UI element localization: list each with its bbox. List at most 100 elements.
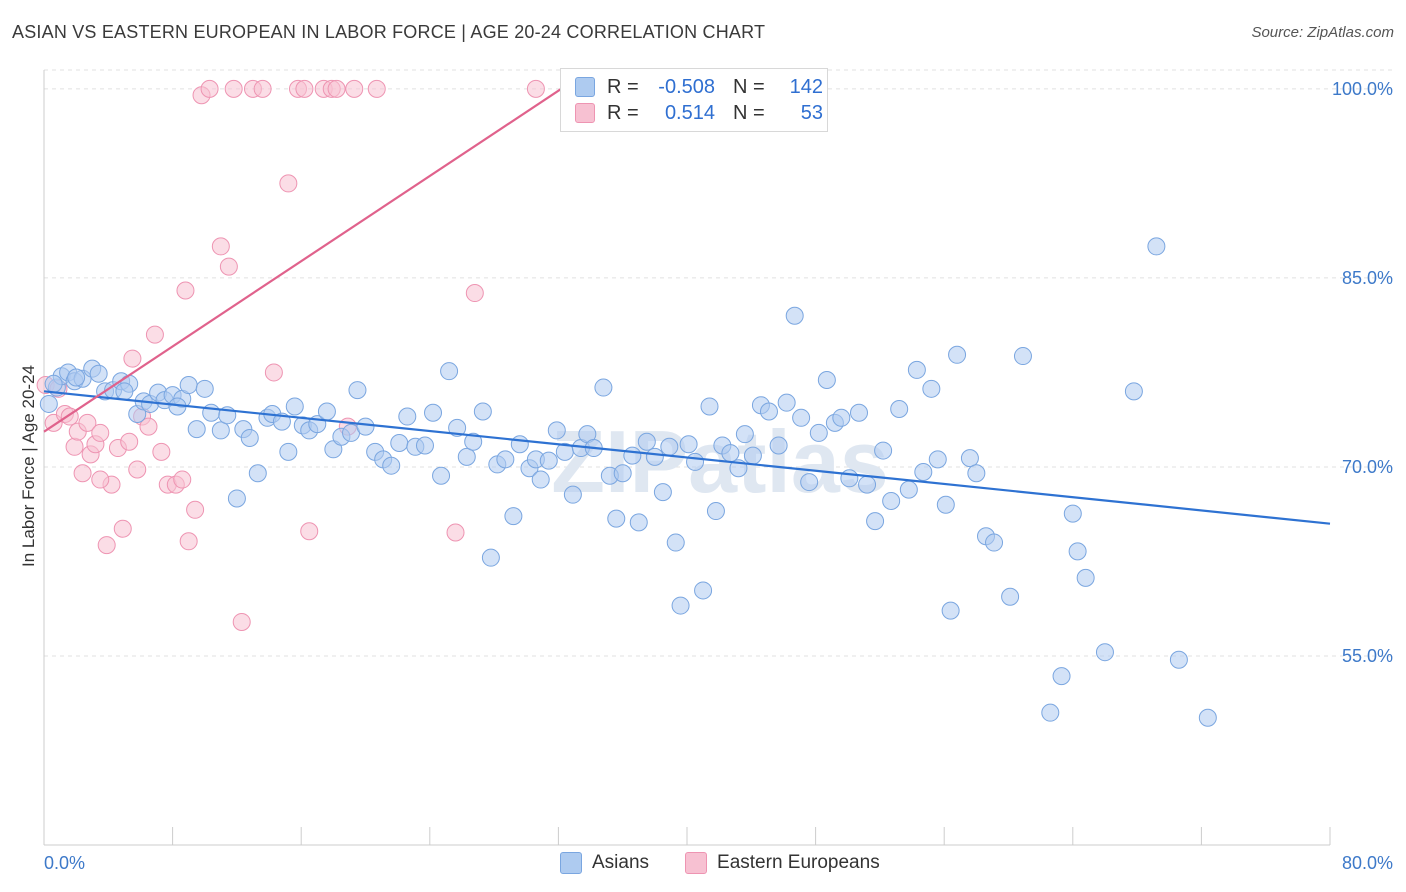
asian-point: [390, 434, 409, 453]
asian-point: [785, 306, 804, 325]
asian-point: [759, 402, 778, 421]
asian-point: [382, 456, 401, 475]
eastern-europeans-legend-label: Eastern Europeans: [717, 852, 880, 873]
eastern-european-points: [36, 79, 608, 631]
eastern-european-point: [120, 432, 139, 451]
legend-item-asians[interactable]: Asians: [560, 852, 649, 874]
asian-point: [448, 418, 467, 437]
eastern-europeans-legend-swatch: [685, 852, 708, 874]
asian-point: [660, 437, 679, 456]
y-axis-label: In Labor Force | Age 20-24: [19, 365, 38, 567]
eastern-european-point: [65, 437, 84, 456]
eastern-european-point: [73, 464, 92, 483]
asian-point: [457, 447, 476, 466]
eastern-european-point: [219, 257, 238, 276]
asians-legend-label: Asians: [592, 852, 650, 873]
eastern-european-point: [279, 174, 298, 193]
asian-point: [721, 444, 740, 463]
asian-point: [1052, 667, 1071, 686]
asian-point: [817, 371, 836, 389]
asian-point: [928, 450, 947, 469]
legend-row-eastern-europeans: R = 0.514 N = 53: [575, 100, 823, 126]
asian-point: [317, 402, 336, 421]
asian-point: [539, 451, 558, 470]
asian-point: [227, 489, 246, 508]
asian-point: [907, 360, 926, 379]
asian-point: [510, 435, 529, 454]
eastern-european-point: [97, 536, 116, 555]
eastern-europeans-swatch: [575, 103, 595, 123]
asian-point: [637, 432, 656, 451]
eastern-european-point: [300, 522, 319, 541]
asian-point: [424, 403, 443, 422]
asian-point: [285, 397, 304, 416]
x-tick-label: 80.0%: [1342, 853, 1393, 873]
eastern-european-trend-line: [43, 79, 576, 433]
asian-point: [1041, 703, 1060, 722]
x-tick-label: 0.0%: [44, 853, 85, 873]
asian-point: [115, 382, 134, 401]
asian-point: [832, 408, 851, 427]
asian-point: [666, 533, 685, 552]
legend-item-eastern-europeans[interactable]: Eastern Europeans: [685, 852, 880, 874]
asian-trend-line: [43, 390, 1331, 525]
y-tick-label: 100.0%: [1332, 79, 1393, 99]
asian-point: [948, 345, 967, 364]
correlation-legend: R = -0.508 N = 142 R = 0.514 N = 53: [560, 68, 828, 132]
asian-point: [922, 379, 941, 398]
asian-point: [473, 402, 492, 421]
asian-point: [398, 407, 417, 426]
r-value: 0.514: [664, 101, 715, 124]
asian-point: [936, 495, 955, 514]
asian-point: [858, 475, 877, 494]
asian-point: [686, 452, 705, 471]
asian-point: [941, 601, 960, 620]
grid-lines: [44, 69, 1395, 657]
asian-point: [1095, 643, 1114, 662]
eastern-european-point: [295, 79, 314, 98]
asian-point: [629, 513, 648, 532]
asian-point: [39, 394, 58, 413]
axes: [43, 70, 1331, 846]
asian-point: [356, 417, 375, 436]
asian-point: [1198, 708, 1217, 727]
n-value: 142: [789, 75, 823, 98]
asians-legend-swatch: [560, 852, 582, 874]
asian-point: [1169, 650, 1188, 669]
asian-point: [700, 397, 719, 416]
asian-point: [645, 447, 664, 466]
asian-point: [874, 441, 893, 460]
asian-point: [1076, 568, 1095, 587]
asian-point: [866, 512, 885, 531]
asian-point: [547, 421, 566, 440]
eastern-european-point: [526, 79, 545, 98]
tick-labels: 55.0% 70.0% 85.0% 100.0% 0.0% 80.0%: [44, 79, 1393, 873]
eastern-european-point: [139, 417, 158, 436]
asians-swatch: [575, 77, 595, 97]
asian-point: [890, 399, 909, 418]
asian-point: [792, 408, 811, 427]
r-label: R =: [607, 101, 639, 124]
eastern-european-point: [253, 79, 272, 98]
asian-point: [179, 376, 198, 395]
asian-point: [563, 485, 582, 504]
asian-point: [1124, 382, 1143, 401]
asian-point: [985, 533, 1004, 552]
asian-point: [432, 466, 451, 485]
asian-point: [481, 548, 500, 567]
asian-point: [195, 379, 214, 398]
asian-point: [769, 436, 788, 455]
asian-point: [531, 470, 550, 489]
eastern-european-point: [91, 423, 110, 442]
asian-point: [694, 581, 713, 600]
eastern-european-point: [224, 79, 243, 98]
asian-point: [679, 435, 698, 454]
source-credit: Source: ZipAtlas.com: [1251, 24, 1394, 41]
asian-point: [202, 403, 221, 422]
eastern-european-point: [152, 442, 171, 461]
y-tick-label: 55.0%: [1342, 646, 1393, 666]
asian-point: [613, 464, 632, 483]
asian-point: [777, 393, 796, 412]
asian-point: [415, 436, 434, 455]
